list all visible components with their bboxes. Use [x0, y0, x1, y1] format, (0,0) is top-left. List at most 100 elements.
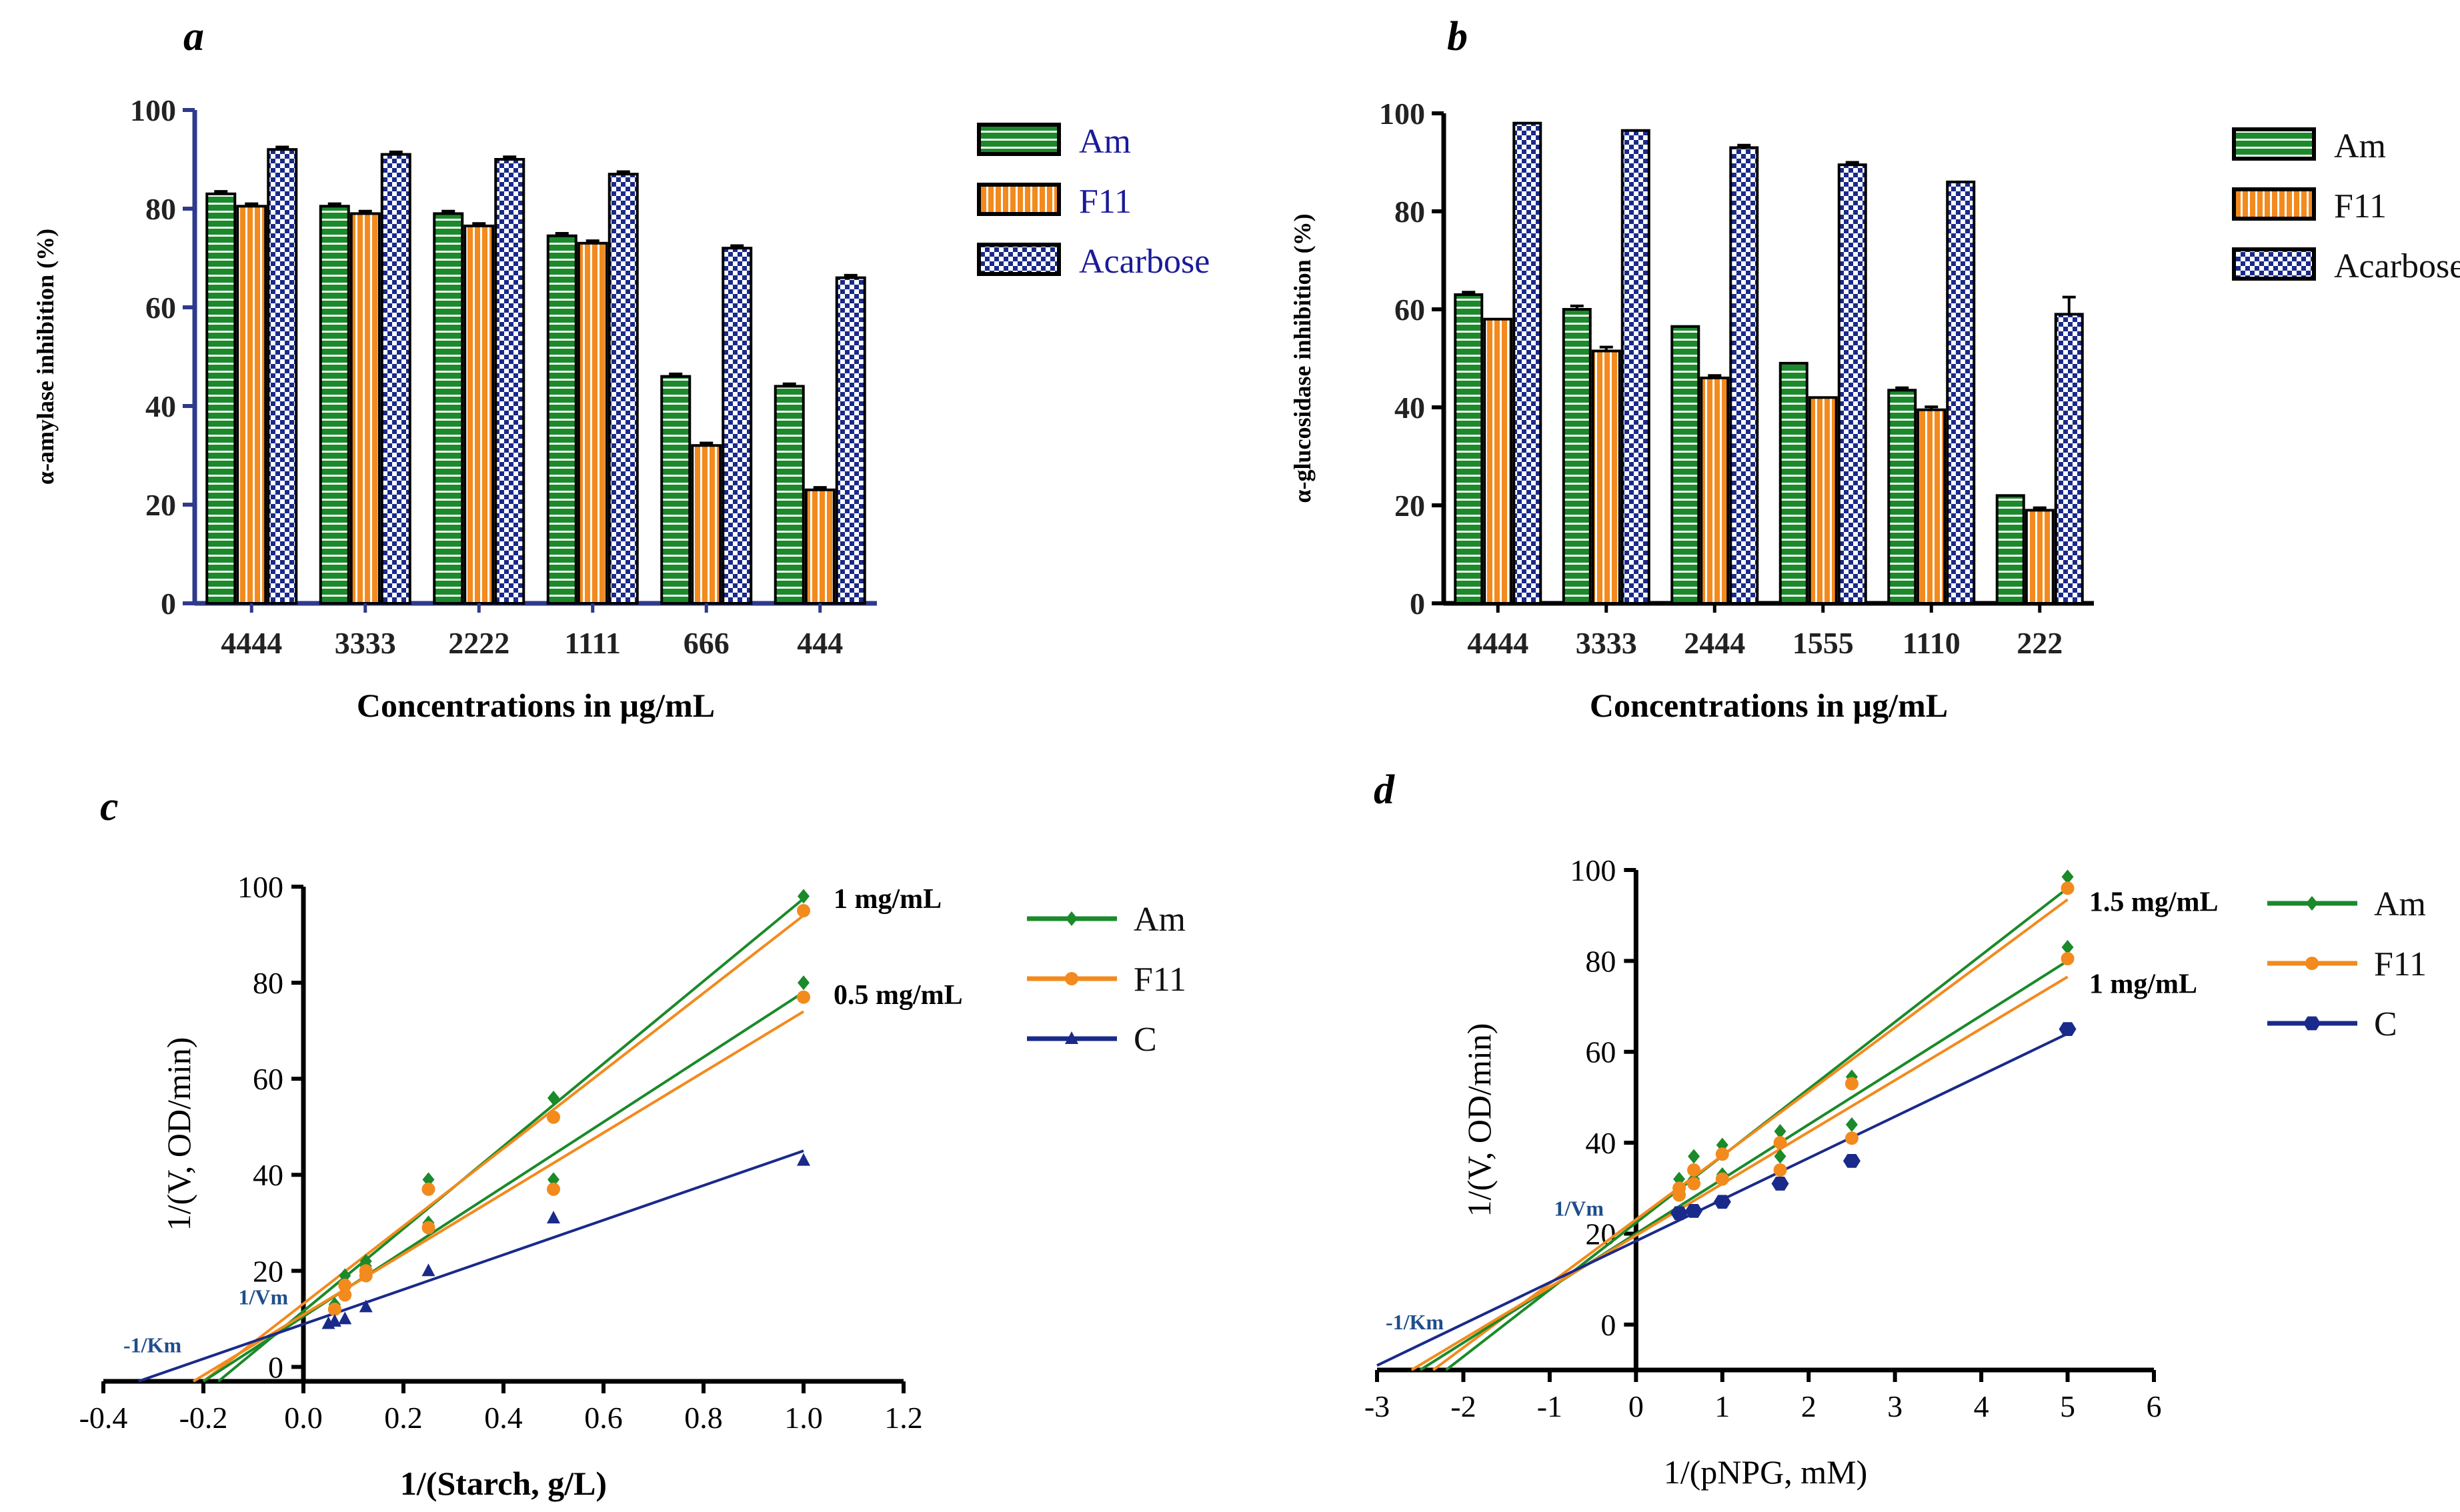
panel-d-y-tick-label: 60 — [1585, 1035, 1616, 1069]
panel-c-x-tick-label: 0.8 — [684, 1401, 723, 1435]
panel-b-y-tick-label: 40 — [1394, 391, 1425, 425]
panel-d-point-c — [1670, 1206, 1688, 1221]
panel-d-fit-line-am — [1419, 959, 2069, 1371]
panel-d-x-tick-label: 4 — [1974, 1389, 1989, 1423]
panel-c-point-c — [547, 1211, 560, 1224]
panel-a-bar-acarbose — [607, 173, 639, 605]
panel-b-bar-am — [1778, 361, 1808, 605]
panel-c-fit-line-am — [217, 897, 805, 1383]
panel-b-legend-label-f11: F11 — [2334, 187, 2387, 225]
panel-a-bar-f11 — [236, 205, 267, 605]
panel-b-bar-f11 — [1917, 408, 1947, 605]
panel-d-legend-marker-f11 — [2305, 957, 2319, 970]
panel-a-x-tick-label: 444 — [797, 626, 843, 660]
panel-a-bar-am — [774, 385, 805, 605]
panel-a-x-tick-label: 666 — [684, 626, 730, 660]
panel-c-fit-line-c — [137, 1149, 804, 1383]
panel-b-y-tick-label: 0 — [1410, 587, 1425, 621]
panel-a-bar-acarbose — [722, 247, 753, 605]
panel-b-bar-f11 — [1591, 349, 1621, 605]
panel-d-annotation: 1/Vm — [1554, 1197, 1604, 1221]
panel-d-y-tick-label: 80 — [1585, 944, 1616, 978]
panel-a-x-tick-label: 4444 — [221, 626, 282, 660]
panel-a-x-tick-label: 2222 — [448, 626, 509, 660]
panel-b-legend-swatch-am — [2232, 127, 2316, 161]
panel-c-x-tick-label: 1.2 — [884, 1401, 923, 1435]
panel-a-x-tick-label: 1111 — [565, 626, 621, 660]
panel-d-x-tick-label: 1 — [1714, 1389, 1730, 1423]
panel-c-legend-marker-c — [1065, 1031, 1078, 1044]
panel-a-bar-am — [319, 205, 350, 605]
panel-b-bar-acarbose — [1729, 146, 1759, 605]
panel-d-point-c — [1713, 1195, 1731, 1209]
panel-a-bar-am — [660, 375, 692, 605]
panel-c-fit-line-am — [202, 991, 805, 1383]
panel-c-annotation: -1/Km — [123, 1333, 181, 1357]
panel-a-bar-f11 — [691, 444, 722, 605]
panel-c-x-tick-label: 0.6 — [584, 1401, 623, 1435]
panel-d-x-tick-label: -2 — [1450, 1389, 1476, 1423]
panel-a-bar-acarbose — [380, 153, 411, 605]
panel-d-point-f11 — [1687, 1163, 1701, 1177]
panel-c-point-am — [798, 889, 810, 904]
panel-c-x-tick-label: -0.2 — [179, 1401, 228, 1435]
panel-c-point-f11 — [359, 1269, 373, 1283]
panel-d-annotation: 1.5 mg/mL — [2089, 887, 2219, 918]
panel-b-y-tick-label: 100 — [1379, 97, 1425, 131]
panel-d-point-f11 — [1844, 1077, 1859, 1091]
panel-c-point-am — [798, 975, 810, 991]
panel-a-legend-swatch-f11 — [977, 183, 1061, 216]
panel-c-point-f11 — [421, 1182, 435, 1196]
panel-c-chart: c -0.4 -0.2 0.0 0.2 0.4 0.6 0.8 1.0 1.2 0 20 40 60 80 1… — [79, 784, 1186, 1502]
panel-c-annotation: 1/Vm — [239, 1285, 289, 1309]
panel-b-bar-am — [1995, 494, 2025, 605]
panel-c-y-tick-label: 60 — [253, 1062, 283, 1096]
panel-a-chart: a 0 20 40 60 80 100 4444 3333 2222 1111 666 444 Conce… — [32, 14, 1210, 724]
panel-a-bar-f11 — [577, 241, 608, 605]
panel-d-y-tick-label: 40 — [1585, 1126, 1616, 1160]
panel-b-y-tick-label: 80 — [1394, 195, 1425, 229]
panel-a-bar-f11 — [804, 488, 836, 605]
panel-b-bar-f11 — [1483, 317, 1513, 605]
panel-c-point-c — [327, 1313, 341, 1327]
panel-a-bar-f11 — [463, 224, 495, 605]
panel-c-point-f11 — [338, 1278, 352, 1292]
panel-c-annotation: 1 mg/mL — [834, 884, 942, 915]
panel-c-point-f11 — [327, 1302, 341, 1316]
panel-c-fit-line-f11 — [202, 914, 805, 1383]
panel-d-point-am — [2061, 869, 2074, 885]
panel-b-bar-acarbose — [2054, 313, 2084, 605]
panel-d-point-c — [1685, 1203, 1703, 1218]
panel-d-legend-label-f11: F11 — [2374, 945, 2427, 983]
panel-d-point-f11 — [1672, 1188, 1686, 1202]
panel-b-bar-am — [1562, 308, 1592, 605]
panel-d-point-am — [1774, 1149, 1786, 1164]
panel-c-x-tick-label: 0.0 — [284, 1401, 323, 1435]
panel-c-panel-letter: c — [100, 784, 119, 829]
panel-a-bar-am — [205, 192, 237, 605]
panel-d-x-tick-label: 2 — [1801, 1389, 1816, 1423]
panel-c-point-am — [547, 1090, 559, 1105]
panel-a-y-tick-label: 60 — [145, 291, 176, 325]
panel-c-y-tick-label: 80 — [253, 966, 283, 1000]
panel-a-bar-acarbose — [267, 148, 298, 605]
panel-a-bar-acarbose — [494, 158, 525, 605]
panel-c-legend-label-c: C — [1134, 1021, 1157, 1059]
panel-b-bar-acarbose — [1512, 121, 1542, 605]
panel-b-x-tick-label: 4444 — [1467, 626, 1528, 660]
panel-d-x-tick-label: -3 — [1364, 1389, 1390, 1423]
panel-c-x-tick-label: 1.0 — [784, 1401, 823, 1435]
panel-c-y-tick-label: 40 — [253, 1158, 283, 1192]
panel-d-point-c — [1771, 1177, 1789, 1191]
panel-d-panel-letter: d — [1374, 767, 1395, 813]
panel-a-y-axis-title: α-amylase inhibition (%) — [32, 229, 59, 485]
panel-c-x-tick-label: 0.2 — [384, 1401, 423, 1435]
panel-b-bar-am — [1670, 325, 1700, 605]
panel-a-legend-label-acarbose: Acarbose — [1079, 243, 1210, 281]
panel-d-y-tick-label: 0 — [1600, 1308, 1616, 1342]
panel-d-point-f11 — [1844, 1131, 1859, 1145]
panel-c-legend-label-f11: F11 — [1134, 961, 1186, 999]
panel-d-point-am — [2061, 939, 2074, 955]
panel-c-legend-label-am: Am — [1134, 901, 1186, 939]
